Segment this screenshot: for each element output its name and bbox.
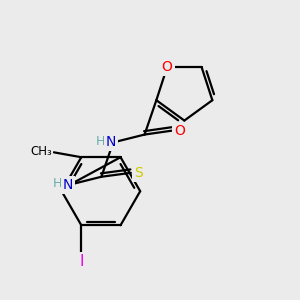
Text: H: H: [96, 135, 105, 148]
Text: O: O: [175, 124, 185, 138]
Text: O: O: [162, 60, 172, 74]
Text: S: S: [134, 166, 143, 180]
Text: N: N: [106, 135, 116, 149]
Text: H: H: [52, 177, 62, 190]
Text: CH₃: CH₃: [30, 145, 52, 158]
Text: I: I: [79, 254, 83, 269]
Text: N: N: [63, 178, 73, 192]
